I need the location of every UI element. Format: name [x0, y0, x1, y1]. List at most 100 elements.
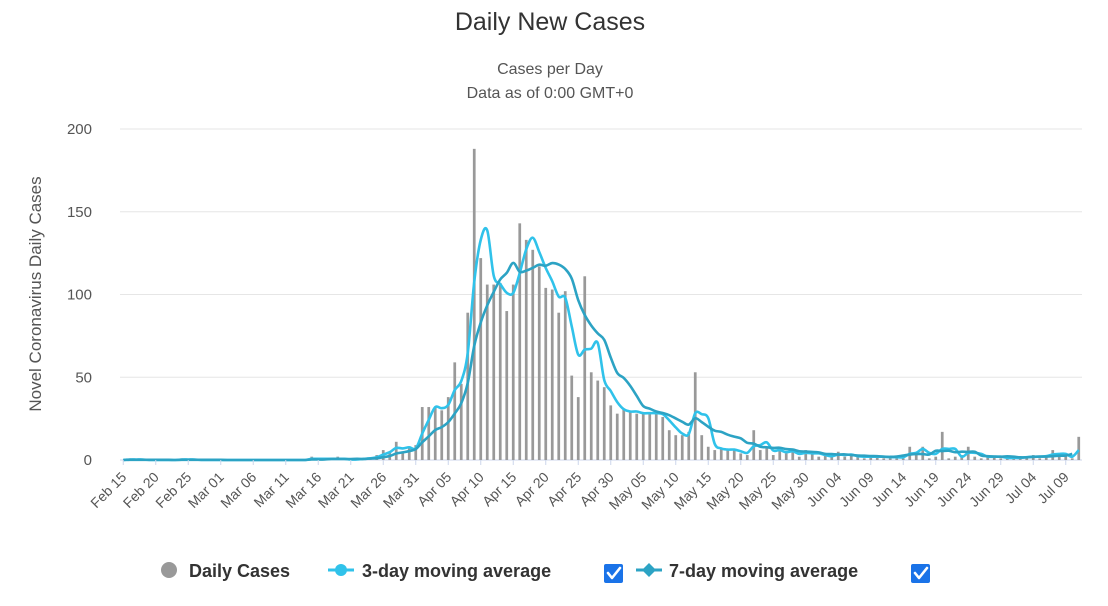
- bar: [544, 287, 548, 460]
- x-tick-label: Apr 20: [511, 469, 552, 510]
- legend-marker-3-day: [335, 564, 347, 576]
- bar: [765, 446, 769, 460]
- bar: [427, 407, 431, 460]
- x-tick-label: Mar 06: [217, 469, 259, 511]
- bar: [999, 458, 1003, 460]
- legend-label-7-day-moving-average: 7-day moving average: [669, 561, 858, 581]
- y-tick-label: 150: [67, 204, 92, 221]
- bar: [687, 431, 691, 460]
- bar: [407, 448, 411, 460]
- checkbox-3-day-moving-average[interactable]: [604, 564, 623, 583]
- bar: [511, 284, 515, 460]
- bar: [804, 450, 808, 460]
- bar: [973, 456, 977, 460]
- bar: [1057, 456, 1061, 460]
- bar: [700, 435, 704, 460]
- bar: [635, 413, 639, 460]
- x-tick-label: Jun 29: [966, 469, 1007, 510]
- bar: [901, 458, 905, 460]
- legend-marker-7-day: [642, 563, 656, 577]
- bar: [778, 448, 782, 460]
- bar: [1077, 436, 1081, 460]
- bar: [394, 441, 398, 460]
- bar: [615, 413, 619, 460]
- bar-series-daily-cases: [128, 148, 1081, 461]
- y-tick-label: 50: [75, 369, 92, 386]
- bar: [726, 450, 730, 460]
- bar: [505, 311, 509, 460]
- bar: [531, 249, 535, 460]
- legend-item-daily-cases[interactable]: Daily Cases: [161, 561, 290, 581]
- line-7-day-moving-average: [123, 261, 1073, 462]
- x-tick-label: Jun 04: [803, 469, 844, 510]
- bar: [648, 412, 652, 460]
- y-tick-label: 100: [67, 287, 92, 304]
- checkbox-7-day-moving-average[interactable]: [911, 564, 930, 583]
- bar: [492, 284, 496, 460]
- x-tick-label: Feb 20: [120, 469, 162, 511]
- bar: [433, 407, 437, 460]
- x-tick-label: Mar 01: [185, 469, 227, 511]
- bar: [667, 430, 671, 460]
- bar: [498, 282, 502, 460]
- bar: [745, 455, 749, 460]
- grid-lines: [120, 128, 1082, 461]
- x-tick-label: Jul 04: [1002, 469, 1040, 507]
- bar: [440, 410, 444, 460]
- x-tick-label: Feb 15: [87, 469, 129, 511]
- bar: [823, 455, 827, 460]
- check-icon: [913, 566, 929, 580]
- x-tick-label: Mar 31: [380, 469, 422, 511]
- y-axis-ticks: 0 50 100 150 200: [67, 121, 92, 469]
- bar: [992, 456, 996, 460]
- bar: [1005, 458, 1009, 460]
- bar: [810, 453, 814, 460]
- bar: [453, 362, 457, 460]
- bar: [563, 291, 567, 460]
- x-tick-label: Jul 09: [1034, 469, 1072, 507]
- bar: [654, 413, 658, 460]
- x-tick-label: Apr 25: [544, 469, 585, 510]
- bar: [713, 450, 717, 460]
- x-tick-label: Jun 19: [901, 469, 942, 510]
- bar: [934, 456, 938, 460]
- bar: [570, 375, 574, 460]
- bar: [1064, 455, 1068, 460]
- bar: [1018, 458, 1022, 460]
- bar: [856, 456, 860, 460]
- bar: [953, 456, 957, 460]
- legend-marker-daily-cases: [161, 562, 177, 578]
- bar: [641, 413, 645, 460]
- x-tick-label: Jun 24: [933, 469, 974, 510]
- x-tick-label: May 30: [768, 469, 812, 513]
- bar: [485, 284, 489, 460]
- bar: [784, 453, 788, 460]
- bar: [927, 458, 931, 460]
- x-tick-label: Mar 26: [347, 469, 389, 511]
- bar: [914, 453, 918, 460]
- bar: [576, 397, 580, 460]
- bar: [739, 453, 743, 460]
- bar: [836, 451, 840, 460]
- bar: [524, 239, 528, 460]
- bar: [583, 276, 587, 460]
- bar: [875, 456, 879, 460]
- bar: [849, 455, 853, 460]
- x-tick-label: Mar 16: [282, 469, 324, 511]
- line-series: [123, 226, 1080, 462]
- legend-item-3-day-moving-average[interactable]: 3-day moving average: [328, 561, 551, 581]
- legend-item-7-day-moving-average[interactable]: 7-day moving average: [636, 561, 858, 581]
- x-tick-label: Apr 05: [414, 469, 455, 510]
- bar: [550, 289, 554, 460]
- bar: [758, 450, 762, 460]
- x-tick-label: Apr 10: [446, 469, 487, 510]
- bar: [771, 455, 775, 460]
- legend-label-3-day-moving-average: 3-day moving average: [362, 561, 551, 581]
- bar: [791, 451, 795, 460]
- bar: [862, 458, 866, 460]
- x-tick-label: Apr 15: [479, 469, 520, 510]
- bar: [674, 435, 678, 460]
- bar: [719, 448, 723, 460]
- bar: [472, 148, 476, 461]
